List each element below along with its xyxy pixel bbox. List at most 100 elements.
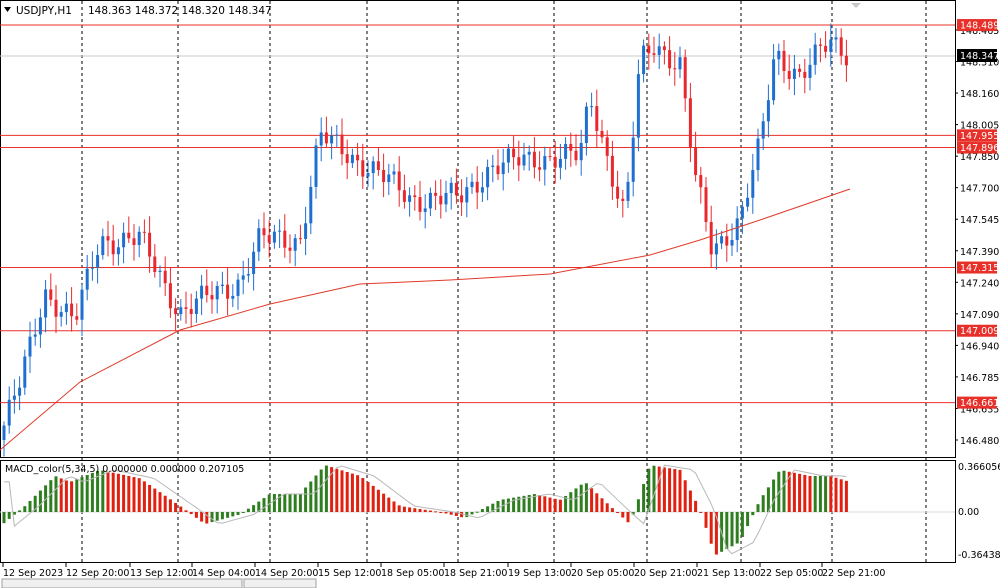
candle-body: [12, 395, 16, 400]
macd-bar: [75, 479, 79, 512]
candle-body: [174, 308, 178, 315]
macd-bar: [382, 493, 386, 512]
time-tick-label: 22 Sep 05:00: [760, 568, 823, 579]
macd-bar: [454, 512, 458, 516]
candle-body: [657, 46, 661, 55]
price-tick-label: 146.940: [960, 341, 999, 352]
macd-bar: [314, 475, 318, 512]
candle-body: [527, 151, 531, 155]
price-tick-label: 146.480: [960, 436, 999, 447]
price-tick-label: 148.160: [960, 89, 999, 100]
chart-tab[interactable]: [1, 578, 243, 588]
scroll-indicator-icon[interactable]: [851, 3, 861, 8]
candle-body: [293, 238, 297, 251]
macd-bar: [506, 498, 510, 512]
macd-bar: [231, 512, 235, 517]
candle-body: [257, 228, 261, 252]
macd-bar: [200, 512, 204, 522]
chart-tab[interactable]: [243, 578, 317, 588]
candle-body: [725, 236, 729, 246]
macd-bar: [158, 492, 162, 512]
macd-bar: [480, 509, 484, 512]
macd-bar: [527, 494, 531, 512]
candle-body: [517, 157, 521, 166]
macd-bar: [709, 512, 713, 544]
macd-bar: [746, 512, 750, 527]
macd-bar: [574, 488, 578, 512]
candle-body: [772, 59, 776, 101]
macd-bar: [538, 495, 542, 512]
candlesticks: [2, 23, 848, 457]
macd-bar: [548, 497, 552, 512]
candle-body: [75, 316, 79, 320]
candle-body: [7, 399, 11, 426]
macd-bar: [12, 512, 16, 515]
macd-bar: [605, 503, 609, 512]
level-price-label: 147.009: [960, 326, 999, 337]
macd-bar: [304, 487, 308, 512]
candle-body: [756, 138, 760, 171]
horizontal-levels[interactable]: [0, 24, 955, 404]
candle-body: [751, 170, 755, 198]
macd-bar: [371, 485, 375, 512]
candle-body: [33, 334, 37, 337]
candle-body: [298, 238, 302, 240]
macd-bar: [803, 474, 807, 512]
macd-bar: [761, 495, 765, 512]
macd-bar: [70, 481, 74, 512]
macd-bar: [33, 495, 37, 512]
macd-bar: [288, 493, 292, 512]
macd-bar: [278, 493, 282, 512]
candle-body: [803, 71, 807, 78]
candle-body: [163, 270, 167, 284]
time-tick-label: 12 Sep 20:00: [66, 568, 129, 579]
candle-body: [501, 162, 505, 175]
candle-body: [829, 39, 833, 52]
candle-body: [137, 231, 141, 245]
candle-body: [808, 64, 812, 78]
candle-body: [818, 44, 822, 46]
candle-body: [683, 57, 687, 99]
triangle-down-icon[interactable]: [4, 7, 11, 12]
candle-body: [574, 150, 578, 161]
indicator-label: MACD_color(5,34,5) 0.000000 0.000000 0.2…: [5, 464, 244, 475]
candle-body: [470, 181, 474, 188]
macd-bar: [366, 481, 370, 512]
candle-body: [350, 154, 354, 164]
candle-body: [408, 195, 412, 202]
time-tick-label: 20 Sep 05:00: [571, 568, 634, 579]
candle-body: [647, 45, 651, 54]
macd-bar: [610, 508, 614, 512]
candle-body: [626, 181, 630, 201]
candle-body: [553, 156, 557, 168]
indicator-scale-zero: 0.00: [958, 507, 979, 518]
level-price-label: 147.315: [960, 263, 999, 274]
candle-body: [522, 154, 526, 166]
macd-bar: [735, 512, 739, 544]
macd-bar: [241, 512, 245, 513]
candle-body: [345, 154, 349, 164]
macd-bar: [782, 470, 786, 512]
candle-body: [122, 232, 126, 248]
candle-body: [777, 50, 781, 60]
candle-body: [226, 284, 230, 299]
candle-body: [564, 143, 568, 159]
macd-bar: [106, 471, 110, 512]
macd-bar: [397, 505, 401, 512]
time-tick-label: 15 Sep 12:00: [318, 568, 381, 579]
macd-bar: [772, 479, 776, 512]
macd-signal-line: [4, 464, 847, 555]
candle-body: [454, 182, 458, 196]
candle-body: [699, 175, 703, 188]
macd-bar: [7, 512, 11, 519]
candle-body: [584, 106, 588, 144]
price-tick-label: 147.700: [960, 184, 999, 195]
macd-bar: [345, 471, 349, 512]
macd-bar: [704, 512, 708, 528]
macd-bar: [413, 508, 417, 512]
macd-bar: [122, 474, 126, 512]
macd-bar: [28, 500, 32, 512]
indicator-scale-bottom: -0.36438: [958, 550, 1000, 561]
candle-body: [106, 236, 110, 241]
